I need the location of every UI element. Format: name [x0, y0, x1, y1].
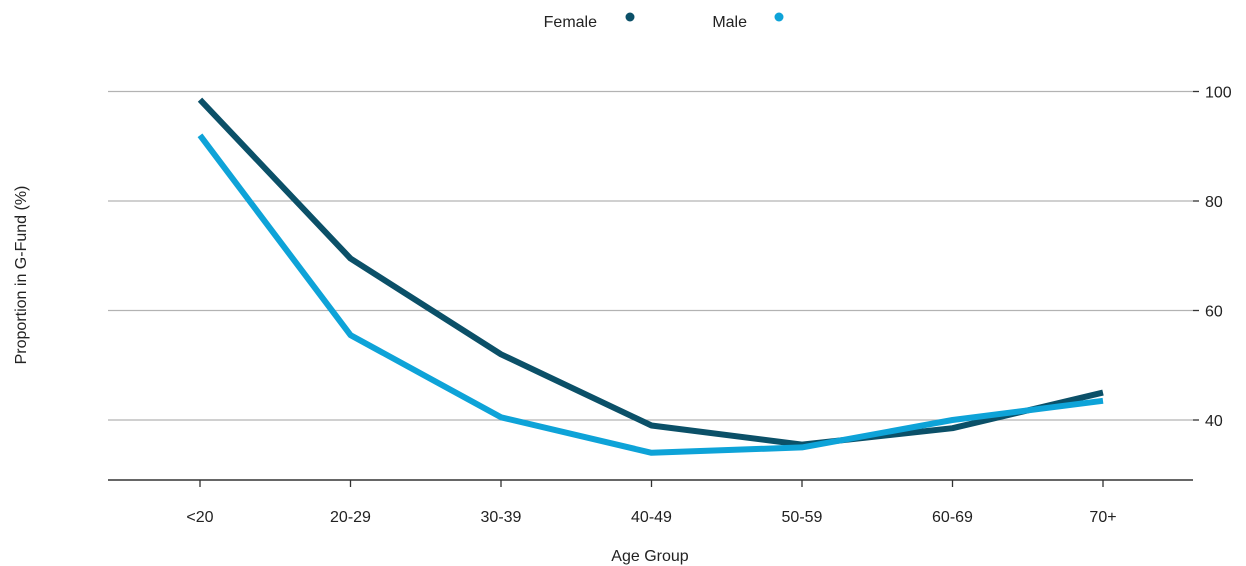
x-axis-label: Age Group [611, 548, 688, 565]
series-lines [197, 97, 1104, 456]
series-line-male [197, 133, 1104, 456]
series-line-female [197, 97, 1104, 448]
x-tick-label: 40-49 [631, 509, 672, 526]
legend-marker-female [625, 12, 635, 22]
y-tick-label: 40 [1205, 413, 1223, 430]
x-tick-label: 30-39 [481, 509, 522, 526]
x-tick-label: 70+ [1089, 509, 1116, 526]
legend: Female Male [544, 12, 784, 31]
x-tick-label: 60-69 [932, 509, 973, 526]
x-tick-label: 20-29 [330, 509, 371, 526]
legend-label-female: Female [544, 14, 597, 31]
gridlines [108, 90, 1193, 421]
y-axis-ticks: 40 60 80 100 [1193, 85, 1232, 430]
legend-label-male: Male [712, 14, 747, 31]
x-tick-label: <20 [186, 509, 213, 526]
y-tick-label: 80 [1205, 194, 1223, 211]
legend-marker-male [774, 12, 784, 22]
y-tick-label: 100 [1205, 85, 1232, 102]
x-tick-label: 50-59 [782, 509, 823, 526]
y-axis-label: Proportion in G-Fund (%) [13, 186, 30, 365]
y-tick-label: 60 [1205, 304, 1223, 321]
x-axis-ticks: <20 20-29 30-39 40-49 50-59 60-69 70+ [186, 480, 1117, 526]
